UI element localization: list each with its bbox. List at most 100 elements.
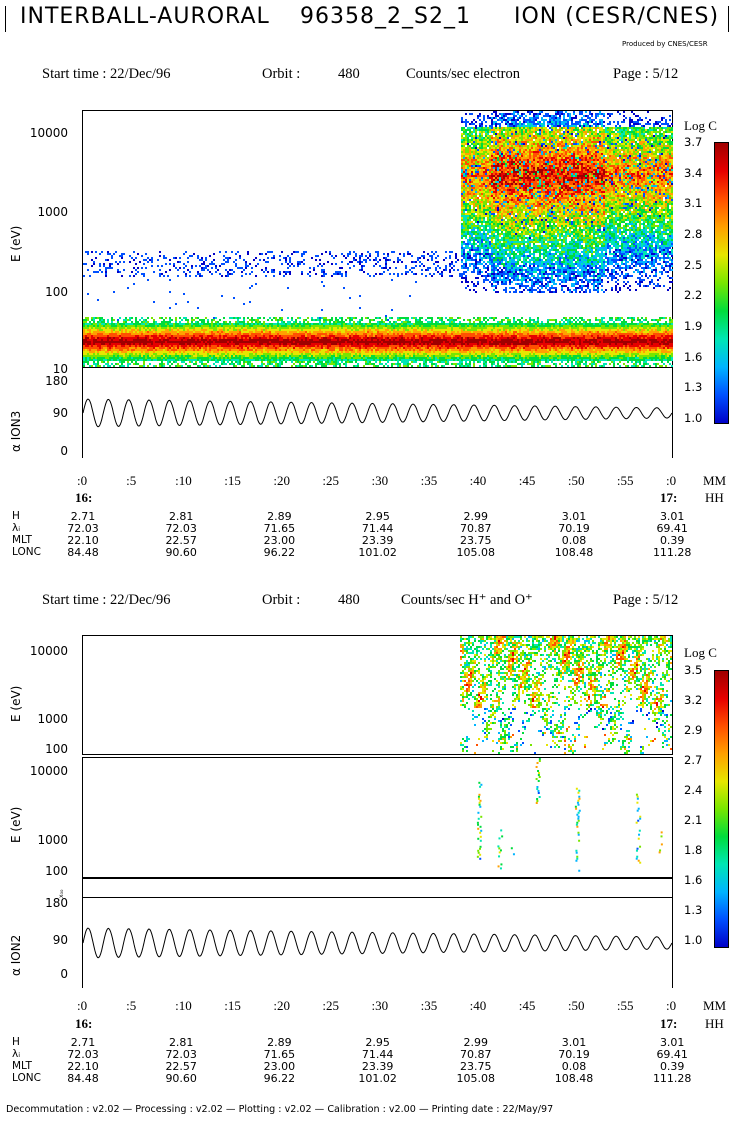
electron-cell xyxy=(387,349,389,351)
electron-cell xyxy=(393,351,395,353)
electron-cell xyxy=(363,341,365,343)
electron-cell xyxy=(403,317,405,319)
electron-cell xyxy=(361,269,363,271)
electron-cell xyxy=(237,349,239,351)
electron-cell xyxy=(211,325,213,327)
electron-cell xyxy=(109,253,111,255)
electron-cell xyxy=(91,349,93,351)
electron-cell xyxy=(237,323,239,325)
electron-cell xyxy=(445,317,447,319)
electron-cell xyxy=(143,355,145,357)
electron-cell xyxy=(323,347,325,349)
electron-cell xyxy=(253,353,255,355)
electron-cell xyxy=(107,347,109,349)
electron-cell xyxy=(385,331,387,333)
electron-cell xyxy=(133,331,135,333)
electron-cell xyxy=(127,343,129,345)
electron-cell xyxy=(291,339,293,341)
electron-cell xyxy=(277,347,279,349)
electron-cell xyxy=(209,325,211,327)
electron-cell xyxy=(343,339,345,341)
electron-cell xyxy=(301,359,303,361)
electron-cell xyxy=(187,333,189,335)
electron-cell xyxy=(243,349,245,351)
electron-cell xyxy=(269,359,271,361)
electron-cell xyxy=(411,327,413,329)
electron-cell xyxy=(391,355,393,357)
electron-cell xyxy=(167,329,169,331)
electron-cell xyxy=(163,327,165,329)
electron-cell xyxy=(315,333,317,335)
electron-cell xyxy=(187,359,189,361)
electron-cell xyxy=(149,335,151,337)
electron-cell xyxy=(339,345,341,347)
electron-cell xyxy=(257,355,259,357)
electron-cell xyxy=(275,331,277,333)
electron-cell xyxy=(449,355,451,357)
electron-cell xyxy=(205,327,207,329)
electron-cell xyxy=(91,331,93,333)
electron-cell xyxy=(285,271,287,273)
electron-cell xyxy=(463,247,465,249)
electron-cell xyxy=(341,357,343,359)
electron-cell xyxy=(317,345,319,347)
electron-cell xyxy=(449,321,451,323)
electron-cell xyxy=(115,347,117,349)
electron-cell xyxy=(211,319,213,321)
electron-cell xyxy=(459,343,461,345)
electron-cell xyxy=(147,355,149,357)
electron-cell xyxy=(137,331,139,333)
electron-cell xyxy=(395,355,397,357)
electron-cell xyxy=(315,323,317,325)
electron-cell xyxy=(217,357,219,359)
electron-cell xyxy=(271,251,273,253)
electron-cell xyxy=(275,343,277,345)
electron-cell xyxy=(195,355,197,357)
electron-cell xyxy=(357,333,359,335)
electron-cell xyxy=(169,357,171,359)
electron-cell xyxy=(437,331,439,333)
electron-cell xyxy=(119,351,121,353)
electron-cell xyxy=(423,345,425,347)
electron-cell xyxy=(169,291,171,293)
electron-cell xyxy=(135,317,137,319)
electron-cell xyxy=(221,351,223,353)
electron-cell xyxy=(461,211,463,213)
electron-cell xyxy=(117,363,119,365)
electron-cell xyxy=(417,333,419,335)
electron-cell xyxy=(409,325,411,327)
electron-cell xyxy=(411,329,413,331)
electron-cell xyxy=(139,365,141,367)
electron-cell xyxy=(407,343,409,345)
electron-cell xyxy=(351,349,353,351)
electron-cell xyxy=(463,227,465,229)
electron-cell xyxy=(139,339,141,341)
electron-cell xyxy=(265,329,267,331)
electron-cell xyxy=(153,357,155,359)
electron-cell xyxy=(323,341,325,343)
electron-cell xyxy=(247,323,249,325)
electron-cell xyxy=(283,325,285,327)
electron-cell xyxy=(221,331,223,333)
electron-cell xyxy=(105,355,107,357)
electron-cell xyxy=(137,333,139,335)
electron-cell xyxy=(187,343,189,345)
electron-cell xyxy=(367,335,369,337)
electron-cell xyxy=(179,261,181,263)
electron-cell xyxy=(163,351,165,353)
electron-cell xyxy=(315,327,317,329)
electron-cell xyxy=(301,343,303,345)
electron-cell xyxy=(433,273,435,275)
electron-cell xyxy=(259,327,261,329)
electron-cell xyxy=(191,359,193,361)
electron-cell xyxy=(459,347,461,349)
electron-cell xyxy=(103,321,105,323)
electron-cell xyxy=(341,345,343,347)
electron-cell xyxy=(337,349,339,351)
electron-cell xyxy=(421,321,423,323)
electron-cell xyxy=(223,345,225,347)
electron-cell xyxy=(275,345,277,347)
electron-cell xyxy=(383,357,385,359)
electron-cell xyxy=(335,345,337,347)
electron-cell xyxy=(209,323,211,325)
